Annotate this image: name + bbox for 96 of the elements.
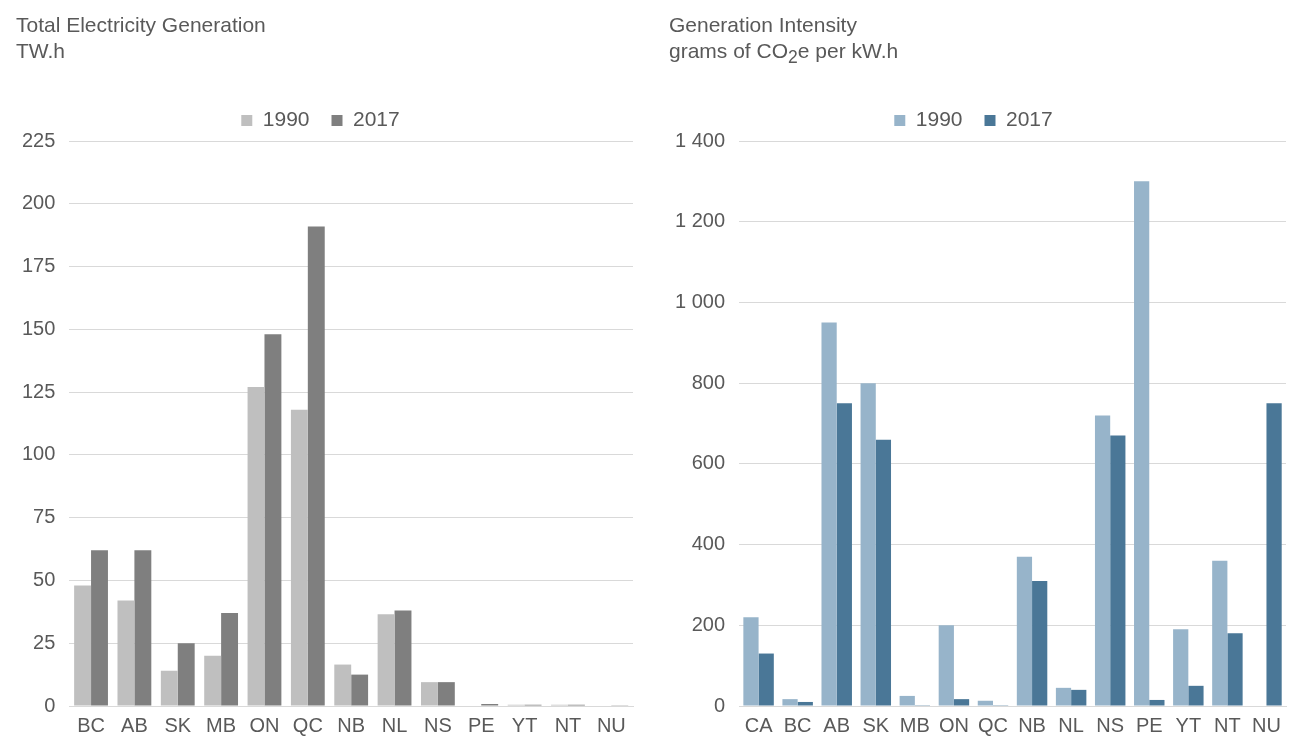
x-tick-label: NS bbox=[1096, 713, 1125, 736]
bar bbox=[836, 403, 852, 706]
bar bbox=[334, 664, 352, 706]
x-tick-label: NB bbox=[1018, 713, 1046, 736]
x-tick-label: QC bbox=[977, 713, 1008, 736]
bar bbox=[953, 699, 970, 706]
x-tick-label: QC bbox=[292, 713, 323, 736]
bar bbox=[1071, 689, 1087, 706]
x-tick-label: YT bbox=[1175, 713, 1202, 736]
y-tick-label: 25 bbox=[33, 630, 56, 653]
legend-label: 2017 bbox=[353, 107, 400, 131]
x-tick-label: AB bbox=[823, 713, 851, 736]
x-tick-label: NT bbox=[554, 713, 582, 736]
bar bbox=[875, 439, 892, 706]
bar bbox=[977, 700, 993, 706]
x-tick-label: PE bbox=[1135, 713, 1163, 736]
bar bbox=[1212, 560, 1228, 706]
bar bbox=[1134, 181, 1150, 706]
x-tick-label: BC bbox=[77, 713, 105, 736]
bar bbox=[1016, 556, 1033, 706]
bar bbox=[1055, 687, 1072, 706]
y-tick-label: 125 bbox=[21, 379, 56, 402]
bar bbox=[91, 550, 108, 706]
bar bbox=[394, 610, 412, 706]
x-tick-label: NU bbox=[1252, 713, 1281, 736]
x-tick-label: AB bbox=[121, 713, 148, 736]
x-tick-label: MB bbox=[206, 713, 237, 736]
y-tick-label: 225 bbox=[21, 128, 56, 151]
y-tick-label: 0 bbox=[44, 693, 56, 716]
bar bbox=[938, 625, 954, 706]
x-tick-label: NU bbox=[596, 713, 626, 736]
bar bbox=[160, 670, 178, 706]
y-tick-label: 200 bbox=[691, 612, 726, 635]
chart-title: Total Electricity Generation bbox=[16, 12, 266, 38]
y-tick-label: 1 200 bbox=[674, 209, 726, 232]
bar bbox=[177, 643, 195, 706]
bar bbox=[117, 600, 135, 706]
y-tick-label: 75 bbox=[33, 505, 56, 528]
y-tick-label: 400 bbox=[691, 532, 726, 555]
x-tick-label: YT bbox=[511, 713, 538, 736]
bar bbox=[1110, 435, 1126, 706]
bar bbox=[437, 682, 455, 706]
y-axis-title: TW.h bbox=[16, 38, 66, 64]
y-tick-label: 100 bbox=[21, 442, 56, 465]
bar bbox=[899, 695, 915, 706]
bar bbox=[1227, 633, 1243, 706]
bar bbox=[204, 655, 222, 706]
bar bbox=[1188, 685, 1204, 706]
bar bbox=[743, 617, 759, 706]
bar bbox=[758, 653, 774, 706]
y-tick-label: 600 bbox=[691, 451, 726, 474]
bar bbox=[74, 585, 92, 706]
bar bbox=[377, 614, 395, 706]
bar bbox=[290, 409, 308, 706]
y-tick-label: 200 bbox=[21, 191, 56, 214]
x-tick-label: PE bbox=[467, 713, 495, 736]
bar bbox=[420, 682, 438, 706]
y-tick-label: 1 400 bbox=[674, 128, 726, 151]
y-tick-label: 800 bbox=[691, 370, 726, 393]
bar bbox=[1149, 699, 1165, 706]
legend-label: 2017 bbox=[1006, 107, 1053, 131]
x-tick-label: ON bbox=[249, 713, 280, 736]
x-tick-label: NS bbox=[424, 713, 452, 736]
x-tick-label: NL bbox=[381, 713, 408, 736]
x-tick-label: SK bbox=[164, 713, 192, 736]
bar bbox=[1094, 415, 1111, 706]
bar bbox=[221, 613, 239, 706]
bar bbox=[1032, 580, 1048, 706]
bar bbox=[797, 701, 813, 706]
x-tick-label: MB bbox=[899, 713, 930, 736]
x-tick-label: NT bbox=[1214, 713, 1241, 736]
bar bbox=[134, 550, 152, 706]
bar bbox=[307, 226, 325, 706]
legend-label: 1990 bbox=[915, 107, 963, 131]
x-tick-label: NL bbox=[1058, 713, 1084, 736]
x-tick-label: NB bbox=[337, 713, 366, 736]
bar bbox=[351, 674, 369, 706]
y-axis-title: grams of CO$_{2}$e per kW.h bbox=[669, 38, 899, 70]
chart-title: Generation Intensity bbox=[669, 12, 858, 38]
bar bbox=[821, 322, 837, 706]
x-tick-label: SK bbox=[862, 713, 890, 736]
bar bbox=[247, 387, 265, 706]
y-tick-label: 0 bbox=[713, 693, 726, 716]
legend-label: 1990 bbox=[262, 107, 310, 131]
x-tick-label: BC bbox=[783, 713, 812, 736]
x-tick-label: CA bbox=[744, 713, 774, 736]
y-tick-label: 150 bbox=[21, 316, 56, 339]
bar bbox=[782, 699, 798, 706]
x-tick-label: ON bbox=[938, 713, 969, 736]
bar bbox=[1173, 629, 1189, 706]
y-tick-label: 1 000 bbox=[674, 289, 726, 312]
y-tick-label: 175 bbox=[21, 254, 56, 277]
bar bbox=[860, 383, 876, 706]
bar bbox=[1266, 403, 1282, 706]
y-tick-label: 50 bbox=[33, 567, 56, 590]
bar bbox=[264, 334, 282, 706]
